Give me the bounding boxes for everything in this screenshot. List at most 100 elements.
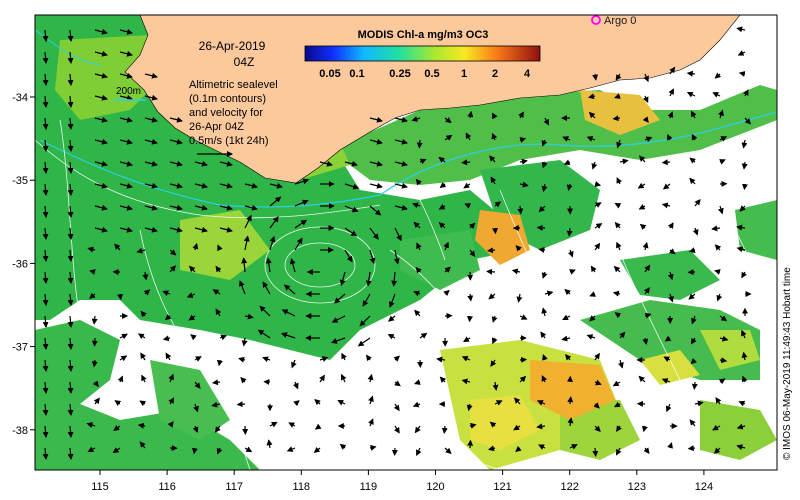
velocity-arrow: [438, 222, 446, 229]
velocity-arrow: [613, 401, 621, 408]
argo-label: Argo 0: [604, 15, 636, 27]
velocity-arrow: [464, 203, 471, 209]
velocity-arrow: [119, 182, 133, 189]
velocity-arrow: [536, 224, 546, 231]
velocity-arrow: [488, 445, 496, 452]
colorbar-tick: 2: [492, 68, 498, 80]
velocity-arrow: [67, 249, 74, 262]
x-tick-label: 121: [493, 481, 511, 493]
velocity-arrow: [339, 271, 346, 286]
velocity-arrow: [42, 249, 49, 262]
velocity-arrow: [389, 293, 396, 308]
velocity-arrow: [615, 73, 622, 81]
velocity-arrow: [194, 226, 208, 233]
velocity-arrow: [241, 337, 248, 347]
velocity-arrow: [667, 442, 673, 449]
velocity-arrow: [644, 264, 651, 273]
velocity-arrow: [168, 397, 175, 405]
velocity-arrow: [519, 181, 529, 188]
velocity-arrow: [366, 354, 372, 362]
velocity-arrow: [369, 227, 379, 240]
velocity-arrow: [567, 417, 574, 427]
velocity-arrow: [412, 401, 421, 408]
velocity-arrow: [269, 182, 283, 189]
velocity-arrow: [119, 226, 133, 233]
velocity-arrow: [91, 315, 98, 325]
velocity-arrow: [569, 444, 578, 450]
x-tick-label: 123: [628, 481, 646, 493]
velocity-arrow: [494, 400, 503, 406]
velocity-arrow: [244, 214, 252, 229]
velocity-arrow: [692, 227, 699, 236]
velocity-arrow: [613, 265, 621, 273]
velocity-arrow: [94, 94, 108, 101]
velocity-arrow: [169, 226, 183, 233]
velocity-arrow: [189, 265, 196, 273]
velocity-arrow: [169, 182, 183, 189]
velocity-arrow: [141, 374, 147, 383]
velocity-arrow: [186, 292, 196, 298]
velocity-arrow: [561, 335, 571, 342]
velocity-arrow: [91, 337, 98, 347]
velocity-arrow: [42, 271, 49, 284]
velocity-arrow: [644, 312, 652, 319]
velocity-arrow: [718, 378, 726, 385]
velocity-arrow: [144, 94, 158, 101]
velocity-arrow: [241, 257, 248, 273]
velocity-arrow: [67, 95, 74, 108]
velocity-arrow: [333, 293, 346, 304]
velocity-arrow: [94, 226, 108, 233]
colorbar-title: MODIS Chl-a mg/m3 OC3: [358, 29, 489, 41]
x-tick-label: 115: [91, 481, 109, 493]
velocity-arrow: [612, 115, 621, 122]
velocity-arrow: [257, 329, 271, 339]
velocity-arrow: [663, 356, 671, 363]
velocity-arrow: [744, 117, 751, 125]
velocity-arrow: [414, 425, 421, 434]
velocity-arrow: [541, 183, 548, 193]
velocity-arrow: [42, 183, 49, 196]
velocity-arrow: [67, 51, 74, 64]
velocity-arrow: [736, 224, 746, 231]
velocity-arrow: [565, 354, 572, 361]
velocity-arrow: [94, 50, 108, 57]
velocity-arrow: [394, 204, 408, 211]
velocity-arrow: [711, 225, 721, 232]
velocity-arrow: [369, 205, 382, 216]
velocity-arrow: [215, 308, 222, 317]
velocity-arrow: [566, 183, 573, 191]
colorbar-tick: 0.1: [349, 68, 364, 80]
velocity-arrow: [490, 359, 497, 367]
velocity-arrow: [642, 337, 649, 345]
velocity-arrow: [736, 246, 746, 253]
velocity-arrow: [488, 293, 496, 300]
velocity-arrow: [165, 352, 172, 361]
velocity-arrow: [330, 337, 346, 344]
velocity-arrow: [244, 313, 254, 320]
velocity-arrow: [91, 359, 98, 368]
velocity-arrow: [219, 160, 233, 167]
velocity-arrow: [638, 203, 646, 210]
velocity-arrow: [719, 315, 728, 322]
velocity-arrow: [415, 266, 422, 274]
legend-line: (0.1m contours): [189, 93, 266, 105]
velocity-arrow: [216, 447, 223, 455]
velocity-arrow: [461, 159, 471, 166]
velocity-arrow: [212, 289, 221, 296]
velocity-arrow: [313, 446, 321, 454]
velocity-arrow: [566, 227, 573, 237]
velocity-arrow: [615, 447, 622, 456]
velocity-arrow: [741, 351, 748, 361]
x-axis: 115 116 117 118 119 120 121 122 123 124: [91, 470, 713, 493]
velocity-arrow: [416, 139, 423, 149]
velocity-arrow: [219, 204, 233, 211]
velocity-arrow: [461, 378, 471, 385]
legend: 200m Altimetric sealevel (0.1m contours) a…: [114, 79, 278, 157]
velocity-arrow: [331, 315, 346, 323]
velocity-arrow: [639, 223, 647, 230]
velocity-arrow: [144, 204, 158, 211]
velocity-arrow: [444, 447, 452, 454]
velocity-arrow: [515, 445, 522, 453]
velocity-arrow: [119, 138, 133, 145]
velocity-arrow: [137, 333, 146, 340]
